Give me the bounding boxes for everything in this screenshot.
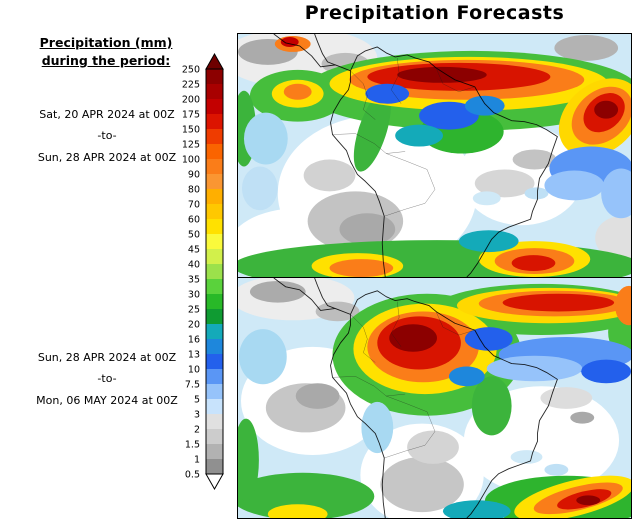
colorbar-segment <box>206 399 223 414</box>
rain-field-panel-1 <box>238 35 631 277</box>
period-1-separator: -to- <box>97 129 117 143</box>
colorbar-segment <box>206 414 223 429</box>
colorbar-tick-label: 10 <box>188 365 200 376</box>
period-1-end: Sun, 28 APR 2024 at 00Z <box>37 150 177 164</box>
colorbar-tick-label: 16 <box>188 335 200 346</box>
colorbar-tick-label: 200 <box>182 95 200 106</box>
precip-map-panel-1 <box>237 33 632 278</box>
colorbar-segment <box>206 219 223 234</box>
colorbar-segment <box>206 354 223 369</box>
colorbar-tick-label: 35 <box>188 275 200 286</box>
period-1: Sat, 20 APR 2024 at 00Z -to- Sun, 28 APR… <box>0 104 214 168</box>
colorbar-segment <box>206 189 223 204</box>
colorbar-segment <box>206 339 223 354</box>
period-2: Sun, 28 APR 2024 at 00Z -to- Mon, 06 MAY… <box>0 347 214 411</box>
colorbar-tick-label: 1 <box>194 455 200 466</box>
colorbar-segment <box>206 429 223 444</box>
colorbar-segment <box>206 234 223 249</box>
colorbar-tick-label: 40 <box>188 260 200 271</box>
colorbar-tick-label: 2 <box>194 425 200 436</box>
colorbar-segment <box>206 444 223 459</box>
colorbar-segment <box>206 249 223 264</box>
colorbar-tick-label: 0.5 <box>185 470 200 481</box>
colorbar-tick-label: 225 <box>182 80 200 91</box>
colorbar-segment <box>206 459 223 474</box>
colorbar-segment <box>206 69 223 84</box>
colorbar-tick-label: 90 <box>188 170 200 181</box>
precip-map-panel-2 <box>237 277 632 519</box>
colorbar-tick-label: 150 <box>182 125 200 136</box>
colorbar-segment <box>206 99 223 114</box>
colorbar-tick-label: 100 <box>182 155 200 166</box>
colorbar-segment <box>206 294 223 309</box>
colorbar-arrow-bottom <box>205 473 224 491</box>
page-title: Precipitation Forecasts <box>304 2 565 24</box>
colorbar-segment <box>206 114 223 129</box>
colorbar-tick-label: 60 <box>188 215 200 226</box>
colorbar-tick-label: 7.5 <box>185 380 200 391</box>
colorbar-segment <box>206 384 223 399</box>
colorbar-segment <box>206 159 223 174</box>
colorbar-tick-label: 20 <box>188 320 200 331</box>
colorbar-tick-label: 3 <box>194 410 200 421</box>
period-2-separator: -to- <box>97 372 117 386</box>
colorbar-arrow-top <box>205 53 224 70</box>
legend-title-line2: during the period: <box>41 52 171 68</box>
colorbar-tick-label: 1.5 <box>185 440 200 451</box>
colorbar-tick-label: 50 <box>188 230 200 241</box>
colorbar-segment <box>206 324 223 339</box>
rain-field-panel-2 <box>238 283 631 518</box>
colorbar-tick-label: 25 <box>188 305 200 316</box>
colorbar-tick-label: 5 <box>194 395 200 406</box>
colorbar-tick-label: 125 <box>182 140 200 151</box>
colorbar-segment <box>206 84 223 99</box>
period-1-start: Sat, 20 APR 2024 at 00Z <box>39 108 175 121</box>
colorbar-segment <box>206 129 223 144</box>
colorbar-segment <box>206 174 223 189</box>
colorbar-segment <box>206 309 223 324</box>
period-2-end: Mon, 06 MAY 2024 at 00Z <box>36 393 178 407</box>
legend-title-line1: Precipitation (mm) <box>39 35 173 50</box>
colorbar-svg: 2502252001751501251009080706050454035302… <box>182 53 224 491</box>
colorbar-tick-label: 80 <box>188 185 200 196</box>
legend-title: Precipitation (mm) during the period: <box>8 34 204 69</box>
colorbar-segment <box>206 204 223 219</box>
colorbar-segment <box>206 144 223 159</box>
colorbar-segment <box>206 279 223 294</box>
colorbar-segment <box>206 264 223 279</box>
colorbar-tick-label: 45 <box>188 245 200 256</box>
period-2-start: Sun, 28 APR 2024 at 00Z <box>37 351 177 364</box>
colorbar-tick-label: 13 <box>188 350 200 361</box>
colorbar-tick-label: 250 <box>182 65 200 76</box>
colorbar-tick-label: 30 <box>188 290 200 301</box>
colorbar-segment <box>206 369 223 384</box>
colorbar-tick-label: 175 <box>182 110 200 121</box>
colorbar-tick-label: 70 <box>188 200 200 211</box>
